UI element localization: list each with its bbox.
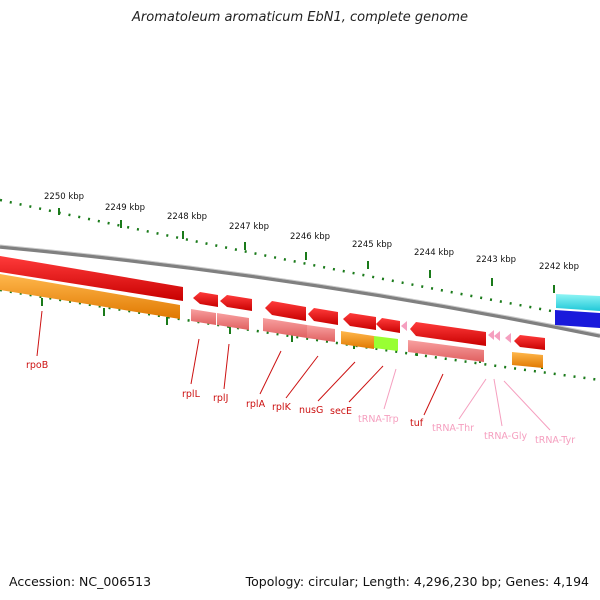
gene-label-rplj: rplJ [213,393,228,404]
gene-label-trna-thr: tRNA-Thr [432,423,474,434]
cds-right[interactable] [514,335,545,350]
gene-label-trna-trp: tRNA-Trp [358,414,399,425]
cds-sece[interactable] [376,318,400,333]
gene-nusg[interactable] [341,331,374,349]
gene-label-nusg: nusG [299,405,323,416]
gene-rpob[interactable] [0,274,180,319]
cds-rpob[interactable] [0,256,183,301]
inner-ruler [0,288,600,382]
gene-rpla[interactable] [263,318,307,338]
gene-label-trna-tyr: tRNA-Tyr [535,435,575,446]
gene-label-rplk: rplK [272,402,292,413]
gene-sece[interactable] [374,336,398,351]
trna-gly-feature[interactable] [494,331,500,341]
tick-label-2249: 2249 kbp [105,203,145,213]
cds-rplk[interactable] [308,308,338,325]
genome-backbone [0,245,600,338]
tick-label-2242: 2242 kbp [539,262,579,272]
tick-label-2244: 2244 kbp [414,248,454,258]
feature-cyan[interactable] [556,294,600,311]
feature-blue[interactable] [555,310,600,328]
outer-major-ticks [58,208,555,293]
gene-rplk[interactable] [307,325,335,342]
cds-rpll[interactable] [193,292,218,307]
tick-label-2245: 2245 kbp [352,240,392,250]
gene-label-sece: secE [330,406,352,417]
gene-label-rpob: rpoB [26,360,48,371]
cds-nusg[interactable] [343,313,376,330]
tick-label-2246: 2246 kbp [290,232,330,242]
cds-tuf[interactable] [410,322,486,346]
cds-rpla[interactable] [265,301,306,321]
gene-labels: rpoB rplL rplJ rplA rplK nusG secE tRNA-… [26,360,575,446]
tick-label-2247: 2247 kbp [229,222,269,232]
label-leaders [36,310,551,431]
cds-rplj[interactable] [220,295,252,311]
trna-thr-feature[interactable] [488,330,494,340]
tick-label-2243: 2243 kbp [476,255,516,265]
genome-summary-text: Topology: circular; Length: 4,296,230 bp… [245,574,589,589]
map-title: Aromatoleum aromaticum EbN1, complete ge… [132,10,468,25]
gene-label-tuf: tuf [410,418,424,429]
gene-label-trna-gly: tRNA-Gly [484,431,527,442]
gene-rplj[interactable] [217,313,249,330]
gene-label-rpla: rplA [246,399,266,410]
tick-label-2250: 2250 kbp [44,192,84,202]
tick-label-2248: 2248 kbp [167,212,207,222]
gene-right-orange[interactable] [512,352,543,368]
genome-backbone-highlight [0,244,600,335]
accession-text: Accession: NC_006513 [9,574,152,589]
gene-rpll[interactable] [191,309,216,325]
gene-label-rpll: rplL [182,389,201,400]
gene-tuf[interactable] [408,340,484,362]
trna-trp-feature[interactable] [401,321,407,331]
trna-tyr-feature[interactable] [505,333,511,343]
tick-labels: 2250 kbp 2249 kbp 2248 kbp 2247 kbp 2246… [44,192,579,272]
